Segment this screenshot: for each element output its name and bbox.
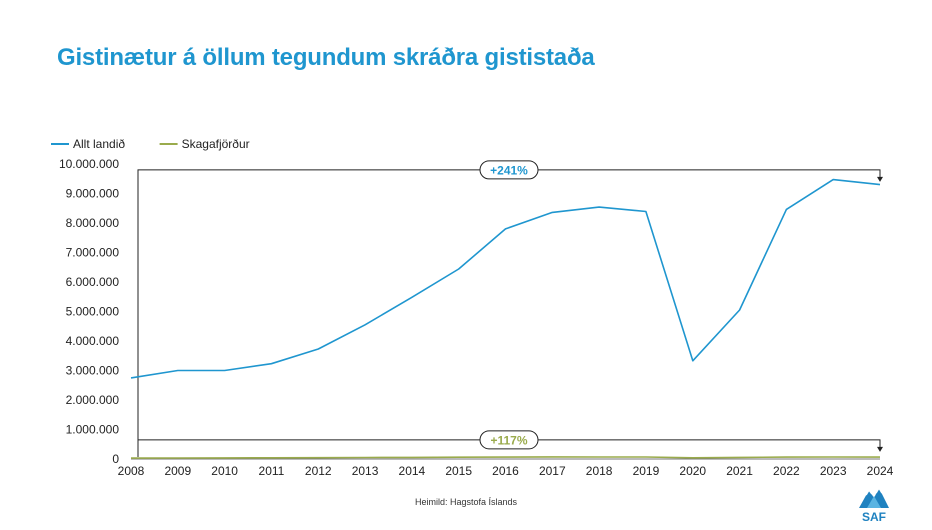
x-tick-label: 2010	[211, 464, 238, 478]
x-tick-label: 2008	[118, 464, 145, 478]
annotation-pill	[479, 160, 539, 180]
x-tick-label: 2015	[445, 464, 472, 478]
y-tick-label: 0	[112, 452, 119, 466]
legend-label: Skagafjörður	[182, 137, 250, 151]
y-tick-label: 10.000.000	[59, 157, 119, 171]
x-tick-label: 2011	[259, 464, 285, 478]
x-tick-label: 2022	[773, 464, 800, 478]
annotation-label: +117%	[490, 433, 527, 447]
annotation-arrow	[877, 176, 883, 182]
mountain-logo-icon	[859, 486, 889, 508]
x-tick-label: 2009	[164, 464, 191, 478]
y-tick-label: 2.000.000	[66, 393, 120, 407]
x-tick-label: 2014	[399, 464, 426, 478]
series-line	[130, 178, 881, 379]
y-tick-label: 3.000.000	[66, 364, 120, 378]
x-tick-label: 2018	[586, 464, 613, 478]
source-note: Heimild: Hagstofa Íslands	[414, 497, 518, 507]
x-tick-label: 2012	[305, 464, 332, 478]
y-tick-label: 4.000.000	[66, 334, 120, 348]
series-line	[130, 456, 881, 459]
y-tick-label: 5.000.000	[66, 305, 120, 319]
y-tick-label: 1.000.000	[66, 423, 120, 437]
y-tick-label: 7.000.000	[66, 246, 120, 260]
x-tick-label: 2021	[726, 464, 753, 478]
y-tick-label: 8.000.000	[66, 216, 120, 230]
annotation-pill	[479, 430, 539, 450]
y-tick-label: 9.000.000	[66, 187, 120, 201]
x-tick-label: 2013	[352, 464, 379, 478]
x-tick-label: 2023	[820, 464, 847, 478]
annotation-arrow	[877, 446, 883, 452]
annotation-bracket	[137, 169, 881, 457]
x-tick-label: 2024	[867, 464, 894, 478]
annotation-label: +241%	[490, 163, 528, 177]
x-tick-label: 2016	[492, 464, 519, 478]
x-tick-label: 2019	[633, 464, 660, 478]
legend-label: Allt landið	[73, 137, 125, 151]
saf-logo: SAF	[857, 482, 897, 526]
page-title: Gistinætur á öllum tegundum skráðra gist…	[57, 44, 595, 71]
x-tick-label: 2017	[539, 464, 566, 478]
logo-text: SAF	[862, 510, 886, 524]
y-tick-label: 6.000.000	[66, 275, 120, 289]
x-tick-label: 2020	[679, 464, 706, 478]
